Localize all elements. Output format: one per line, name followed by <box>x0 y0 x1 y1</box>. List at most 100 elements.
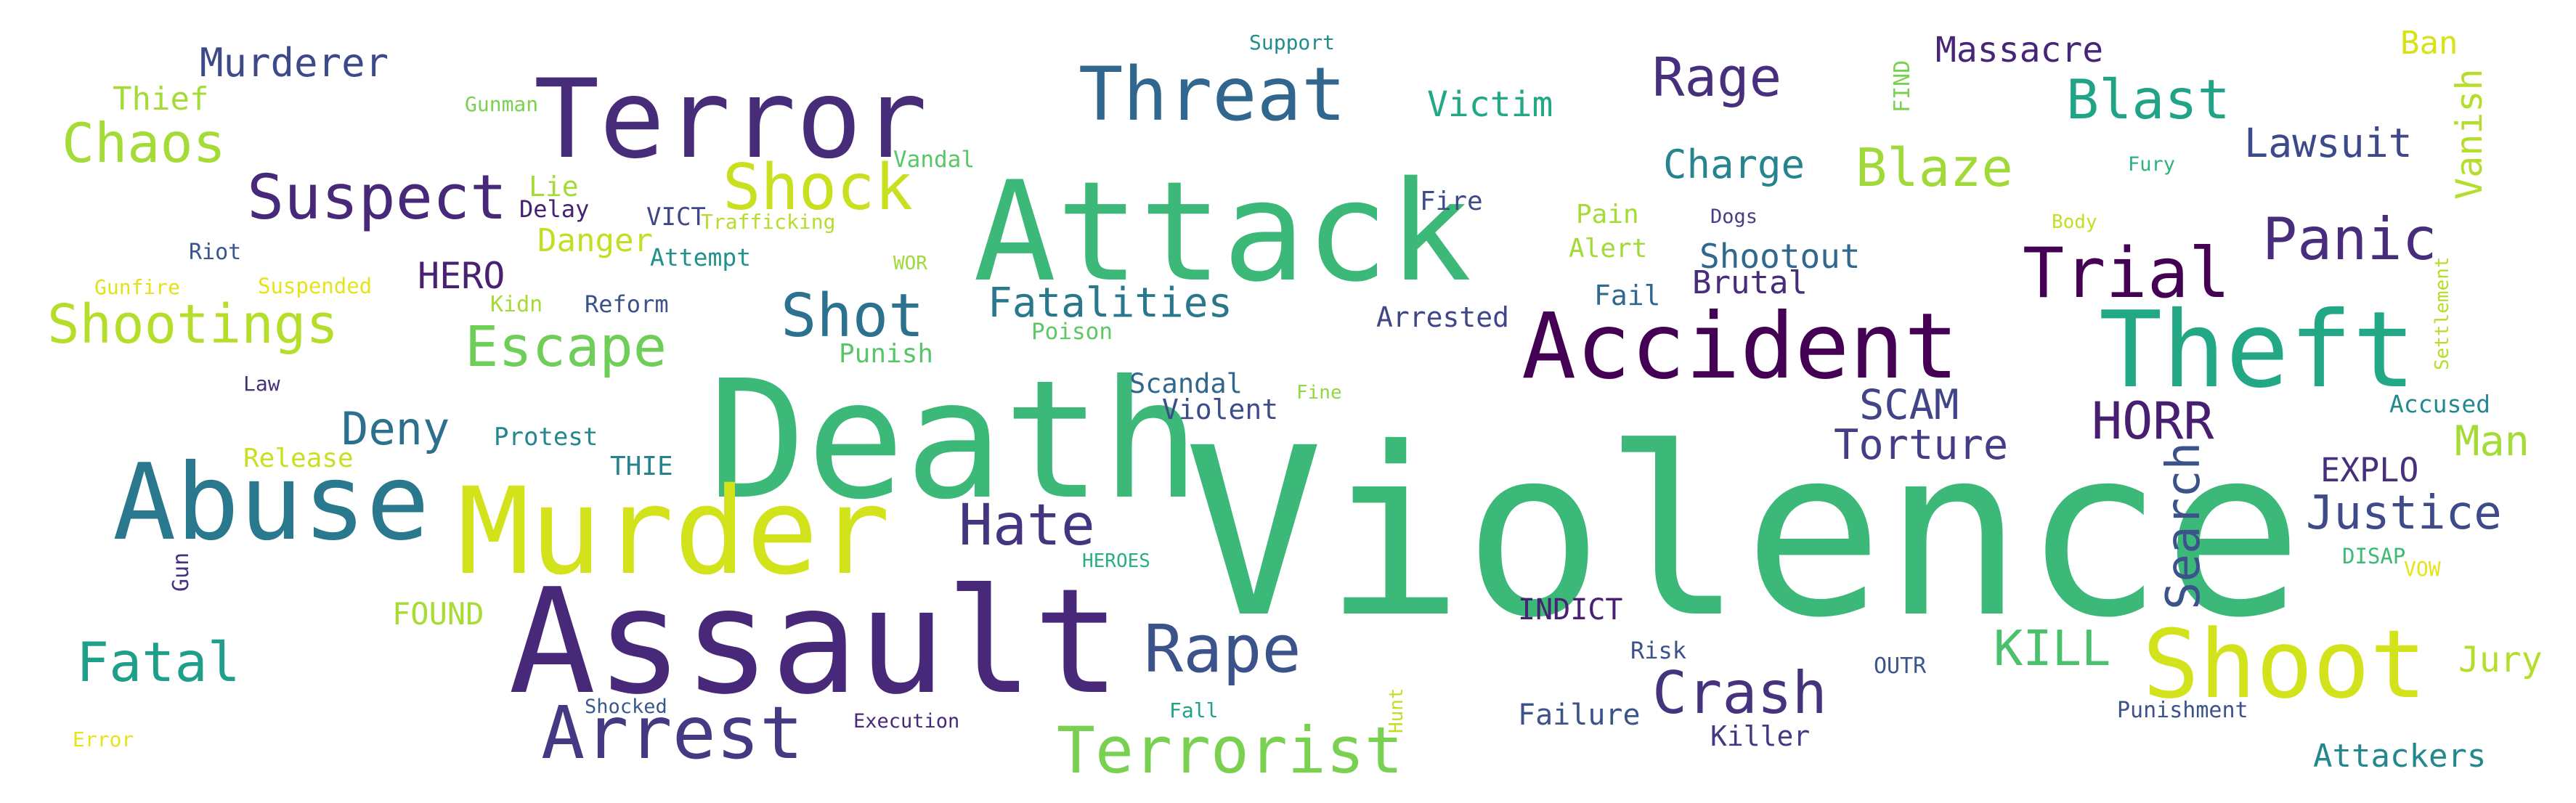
word-reform: Reform <box>585 290 669 318</box>
word-victim: Victim <box>1427 84 1553 125</box>
word-fine: Fine <box>1296 382 1342 404</box>
word-kill: KILL <box>1994 620 2111 677</box>
word-fatalities: Fatalities <box>988 280 1233 327</box>
word-wor: WOR <box>893 253 927 274</box>
word-fire: Fire <box>1420 187 1483 216</box>
word-shootout: Shootout <box>1699 237 1861 276</box>
word-jury: Jury <box>2458 640 2543 680</box>
word-justice: Justice <box>2306 486 2502 540</box>
word-thie: THIE <box>610 452 673 481</box>
word-accident: Accident <box>1521 294 1959 399</box>
word-terror: Terror <box>534 57 927 183</box>
word-hate: Hate <box>959 493 1095 558</box>
word-delay: Delay <box>519 195 590 223</box>
word-vow: VOW <box>2404 557 2441 581</box>
word-threat: Threat <box>1078 52 1346 138</box>
word-disap: DISAP <box>2342 544 2406 568</box>
word-panic: Panic <box>2262 205 2437 273</box>
word-support: Support <box>1249 30 1336 54</box>
word-scam: SCAM <box>1859 381 1959 429</box>
word-punishment: Punishment <box>2117 698 2248 723</box>
word-failure: Failure <box>1518 698 1641 732</box>
word-rape: Rape <box>1144 611 1301 688</box>
word-poison: Poison <box>1031 319 1113 345</box>
word-fall: Fall <box>1169 698 1219 722</box>
word-abuse: Abuse <box>113 441 430 564</box>
word-arrest: Arrest <box>541 690 804 775</box>
word-risk: Risk <box>1630 637 1687 664</box>
word-gun: Gun <box>168 552 194 592</box>
word-law: Law <box>243 372 280 396</box>
word-settlement: Settlement <box>2431 256 2453 370</box>
word-attackers: Attackers <box>2313 738 2487 775</box>
word-fail: Fail <box>1594 280 1661 311</box>
word-fury: Fury <box>2128 153 2176 176</box>
word-gunman: Gunman <box>465 92 539 116</box>
word-lawsuit: Lawsuit <box>2244 120 2413 166</box>
word-body: Body <box>2052 211 2097 233</box>
word-terrorist: Terrorist <box>1057 713 1403 788</box>
word-gunfire: Gunfire <box>94 275 181 299</box>
word-rage: Rage <box>1652 46 1782 109</box>
word-fatal: Fatal <box>76 630 240 694</box>
word-shock: Shock <box>723 150 913 224</box>
word-execution: Execution <box>853 710 960 733</box>
word-lie: Lie <box>529 171 579 203</box>
word-murderer: Murderer <box>200 40 389 86</box>
word-punish: Punish <box>839 339 934 369</box>
word-vict: VICT <box>646 203 706 232</box>
word-trial: Trial <box>2023 234 2230 314</box>
word-trafficking: Trafficking <box>701 210 836 234</box>
word-torture: Torture <box>1834 421 2009 469</box>
word-outr: OUTR <box>1874 653 1927 679</box>
word-ban: Ban <box>2400 25 2458 62</box>
word-alert: Alert <box>1569 234 1648 264</box>
word-shoot: Shoot <box>2142 609 2427 720</box>
word-arrested: Arrested <box>1376 301 1510 333</box>
word-charge: Charge <box>1663 142 1805 187</box>
word-protest: Protest <box>494 423 598 452</box>
word-release: Release <box>243 444 354 473</box>
word-violent: Violent <box>1162 394 1279 425</box>
word-pain: Pain <box>1576 200 1639 229</box>
word-horr: HORR <box>2092 391 2214 451</box>
word-massacre: Massacre <box>1935 30 2104 70</box>
word-find: FIND <box>1890 60 1915 113</box>
word-escape: Escape <box>465 315 667 380</box>
word-hunt: Hunt <box>1386 688 1407 733</box>
word-explo: EXPLO <box>2320 451 2419 489</box>
word-vandal: Vandal <box>893 147 975 173</box>
word-brutal: Brutal <box>1692 264 1808 301</box>
word-attempt: Attempt <box>650 243 752 272</box>
word-assault: Assault <box>508 558 1121 727</box>
word-blast: Blast <box>2066 68 2230 131</box>
word-suspect: Suspect <box>247 162 508 234</box>
word-search: Search <box>2157 441 2211 610</box>
word-riot: Riot <box>189 240 242 265</box>
word-blaze: Blaze <box>1856 137 2013 198</box>
word-attack: Attack <box>973 152 1472 312</box>
word-theft: Theft <box>2099 289 2416 412</box>
word-thief: Thief <box>113 81 209 118</box>
word-shootings: Shootings <box>47 293 338 356</box>
word-violence: Violence <box>1184 399 2304 669</box>
word-shot: Shot <box>781 282 925 351</box>
word-murder: Murder <box>458 462 891 601</box>
word-man: Man <box>2455 417 2530 465</box>
word-chaos: Chaos <box>62 111 226 175</box>
word-killer: Killer <box>1710 720 1811 752</box>
word-indict: INDICT <box>1518 593 1623 627</box>
word-hero: HERO <box>418 255 505 297</box>
word-found: FOUND <box>392 596 484 632</box>
word-scandal: Scandal <box>1129 368 1243 399</box>
word-vanish: Vanish <box>2448 68 2490 200</box>
word-accused: Accused <box>2389 390 2491 418</box>
word-danger: Danger <box>537 222 653 259</box>
word-crash: Crash <box>1652 659 1827 727</box>
word-death: Death <box>708 346 1200 536</box>
word-heroes: HEROES <box>1082 550 1150 572</box>
word-deny: Deny <box>341 402 450 455</box>
word-kidn: Kidn <box>490 292 543 317</box>
word-error: Error <box>73 727 134 751</box>
